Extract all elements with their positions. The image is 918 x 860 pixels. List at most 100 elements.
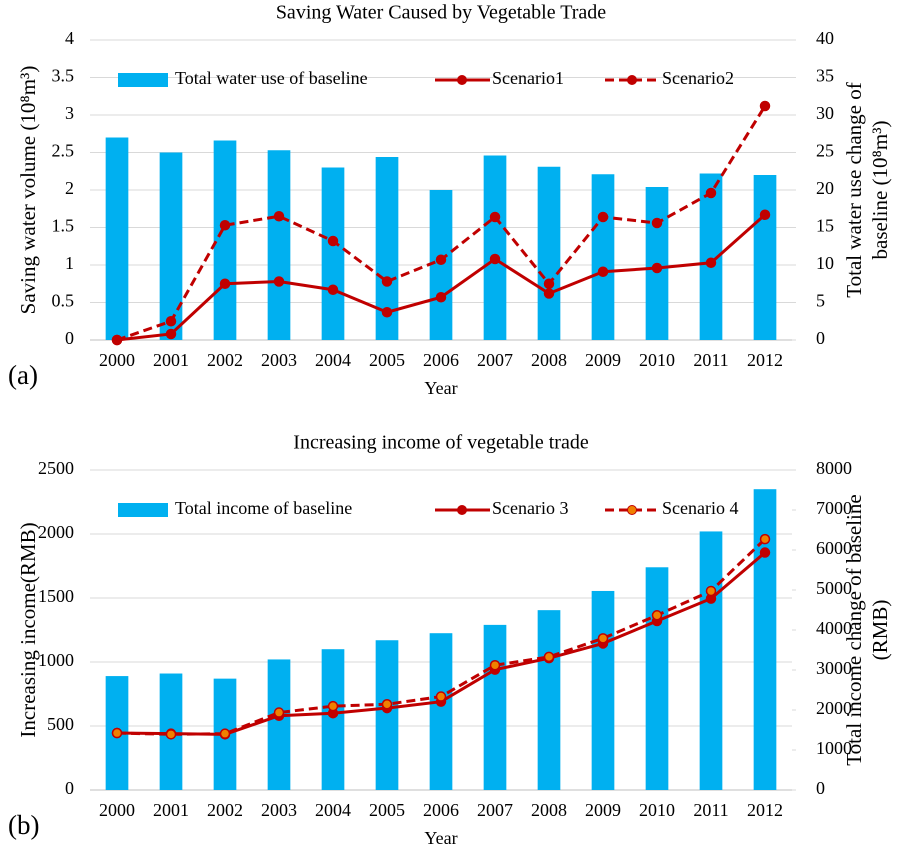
y-tick-label: 0.5 xyxy=(52,291,75,311)
bar xyxy=(699,173,723,340)
marker xyxy=(759,533,771,545)
y2-tick-label: 0 xyxy=(816,778,825,798)
y2-axis-title: Total income change of baseline xyxy=(842,494,866,765)
marker xyxy=(219,728,231,739)
x-tick-label: 2009 xyxy=(585,800,621,820)
x-tick-label: 2010 xyxy=(639,350,675,370)
chart-title: Increasing income of vegetable trade xyxy=(293,432,589,454)
marker xyxy=(435,691,447,702)
x-tick-label: 2004 xyxy=(315,350,351,370)
x-tick-label: 2000 xyxy=(99,800,135,820)
bar xyxy=(375,157,399,340)
y2-tick-label: 0 xyxy=(816,328,825,348)
bar xyxy=(699,531,723,790)
y2-tick-label: 6000 xyxy=(816,538,852,558)
y-tick-label: 1 xyxy=(65,253,74,273)
y2-tick-label: 8000 xyxy=(816,458,852,478)
x-axis-title: Year xyxy=(424,378,457,398)
bar xyxy=(375,640,399,790)
marker xyxy=(597,633,609,644)
bar xyxy=(483,624,507,790)
legend-label: Scenario 3 xyxy=(492,498,568,518)
x-tick-label: 2001 xyxy=(153,350,189,370)
bar xyxy=(537,166,561,340)
y2-tick-label: 20 xyxy=(816,178,834,198)
y2-tick-label: 30 xyxy=(816,103,834,123)
chart-title: Saving Water Caused by Vegetable Trade xyxy=(276,2,606,24)
marker xyxy=(111,727,123,739)
x-tick-label: 2008 xyxy=(531,800,567,820)
marker xyxy=(381,276,393,287)
bar xyxy=(105,137,129,340)
x-tick-label: 2006 xyxy=(423,800,459,820)
y-tick-label: 3.5 xyxy=(52,66,75,86)
y2-axis-title: Total water use change of xyxy=(842,82,866,297)
y2-tick-label: 7000 xyxy=(816,498,852,518)
chart-panel: Saving Water Caused by Vegetable Trade 0 0… xyxy=(8,2,892,399)
bar xyxy=(591,590,615,790)
y-tick-label: 500 xyxy=(47,714,74,734)
legend-marker xyxy=(457,505,467,515)
marker xyxy=(759,100,771,112)
panel-label: (b) xyxy=(8,810,39,840)
marker xyxy=(597,266,609,277)
x-tick-label: 2008 xyxy=(531,350,567,370)
y-tick-label: 1500 xyxy=(38,586,74,606)
x-tick-label: 2004 xyxy=(315,800,351,820)
bar xyxy=(159,152,183,340)
y2-axis-title: baseline (10⁸m³) xyxy=(868,121,892,260)
y-tick-label: 3 xyxy=(65,103,74,123)
x-tick-label: 2012 xyxy=(747,800,783,820)
x-tick-label: 2010 xyxy=(639,800,675,820)
x-tick-label: 2006 xyxy=(423,350,459,370)
bar xyxy=(645,567,669,790)
bar xyxy=(267,150,291,340)
bar xyxy=(321,649,345,790)
marker xyxy=(759,209,771,220)
y2-tick-label: 3000 xyxy=(816,658,852,678)
x-tick-label: 2002 xyxy=(207,800,243,820)
legend-marker xyxy=(457,75,467,85)
marker xyxy=(273,276,285,287)
marker xyxy=(219,220,231,231)
y-tick-label: 2.5 xyxy=(52,141,75,161)
legend-label: Scenario 4 xyxy=(662,498,738,518)
x-tick-label: 2003 xyxy=(261,350,297,370)
legend-marker xyxy=(627,75,637,85)
marker xyxy=(273,707,285,718)
marker xyxy=(327,700,339,712)
marker xyxy=(273,211,285,222)
x-tick-label: 2001 xyxy=(153,800,189,820)
legend-label: Scenario1 xyxy=(492,68,564,88)
bar xyxy=(753,489,777,790)
legend-swatch xyxy=(118,73,168,87)
legend-swatch xyxy=(118,503,168,517)
marker xyxy=(435,292,447,303)
x-tick-label: 2005 xyxy=(369,350,405,370)
x-tick-label: 2005 xyxy=(369,800,405,820)
y2-axis-title: (RMB) xyxy=(868,600,892,661)
y2-tick-label: 5000 xyxy=(816,578,852,598)
legend-label: Total income of baseline xyxy=(175,498,352,518)
x-tick-label: 2007 xyxy=(477,350,513,370)
marker xyxy=(381,307,393,318)
y2-tick-label: 15 xyxy=(816,216,834,236)
marker xyxy=(327,284,339,295)
marker xyxy=(327,235,339,247)
marker xyxy=(489,659,501,671)
y-tick-label: 1000 xyxy=(38,650,74,670)
y-tick-label: 2 xyxy=(65,178,74,198)
marker xyxy=(435,254,447,265)
marker xyxy=(705,585,717,597)
marker xyxy=(543,278,555,289)
y2-tick-label: 1000 xyxy=(816,738,852,758)
x-axis-title: Year xyxy=(424,828,457,848)
y2-tick-label: 35 xyxy=(816,66,834,86)
y2-tick-label: 2000 xyxy=(816,698,852,718)
x-tick-label: 2011 xyxy=(693,800,728,820)
x-tick-label: 2003 xyxy=(261,800,297,820)
x-tick-label: 2009 xyxy=(585,350,621,370)
marker xyxy=(705,257,717,268)
marker xyxy=(489,253,501,265)
